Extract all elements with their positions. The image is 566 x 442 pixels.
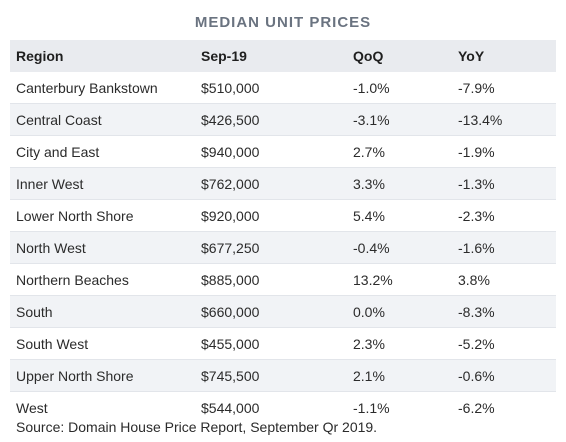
- cell-region: Northern Beaches: [10, 263, 201, 296]
- cell-yoy: -0.6%: [458, 359, 556, 392]
- cell-price: $544,000: [201, 399, 260, 416]
- table-row: Canterbury Bankstown $510,000 -1.0% -7.9…: [10, 72, 556, 104]
- cell-region: West: [16, 399, 48, 416]
- cell-price: $920,000: [201, 199, 353, 232]
- cell-region: South West: [10, 327, 201, 360]
- cell-yoy: 3.8%: [458, 263, 556, 296]
- table-header: Region Sep-19 QoQ YoY: [10, 40, 556, 72]
- cell-yoy: -13.4%: [458, 103, 556, 136]
- table-row: City and East $940,000 2.7% -1.9%: [10, 135, 556, 168]
- cell-qoq: 13.2%: [353, 263, 458, 296]
- median-unit-prices-table: Region Sep-19 QoQ YoY Canterbury Banksto…: [10, 40, 556, 423]
- table-row: Upper North Shore $745,500 2.1% -0.6%: [10, 359, 556, 392]
- cell-qoq: 0.0%: [353, 295, 458, 328]
- source-note: Source: Domain House Price Report, Septe…: [16, 419, 378, 435]
- table-row: West $544,000 -1.1% -6.2%: [10, 392, 556, 424]
- cell-yoy: -7.9%: [458, 72, 556, 104]
- cell-yoy: -1.9%: [458, 135, 556, 168]
- cell-yoy: -2.3%: [458, 199, 556, 232]
- cell-qoq: -1.0%: [353, 72, 458, 104]
- cell-qoq: -0.4%: [353, 231, 458, 264]
- cell-price: $455,000: [201, 327, 353, 360]
- column-header-yoy: YoY: [458, 48, 485, 64]
- table-row: Northern Beaches $885,000 13.2% 3.8%: [10, 263, 556, 296]
- cell-region: Upper North Shore: [10, 359, 201, 392]
- column-header-sep-19: Sep-19: [201, 48, 247, 64]
- table-row: South $660,000 0.0% -8.3%: [10, 295, 556, 328]
- cell-region: Inner West: [10, 167, 201, 200]
- cell-price: $677,250: [201, 231, 353, 264]
- cell-price: $510,000: [201, 72, 353, 104]
- cell-qoq: -1.1%: [353, 399, 390, 416]
- cell-qoq: 2.7%: [353, 135, 458, 168]
- table-row: Lower North Shore $920,000 5.4% -2.3%: [10, 199, 556, 232]
- column-header-region: Region: [16, 48, 64, 64]
- table-row: South West $455,000 2.3% -5.2%: [10, 327, 556, 360]
- cell-region: North West: [10, 231, 201, 264]
- table-row: Inner West $762,000 3.3% -1.3%: [10, 167, 556, 200]
- cell-price: $940,000: [201, 135, 353, 168]
- cell-qoq: -3.1%: [353, 103, 458, 136]
- table-body: Canterbury Bankstown $510,000 -1.0% -7.9…: [10, 72, 556, 423]
- column-header-qoq: QoQ: [353, 48, 384, 64]
- cell-price: $745,500: [201, 359, 353, 392]
- header-row: Region Sep-19 QoQ YoY: [10, 40, 556, 72]
- cell-price: $762,000: [201, 167, 353, 200]
- cell-region: South: [10, 295, 201, 328]
- cell-price: $885,000: [201, 263, 353, 296]
- cell-price: $426,500: [201, 103, 353, 136]
- cell-region: Central Coast: [10, 103, 201, 136]
- cell-qoq: 2.3%: [353, 327, 458, 360]
- cell-region: Lower North Shore: [10, 199, 201, 232]
- cell-yoy: -6.2%: [458, 399, 495, 416]
- cell-yoy: -5.2%: [458, 327, 556, 360]
- cell-yoy: -1.6%: [458, 231, 556, 264]
- cell-qoq: 3.3%: [353, 167, 458, 200]
- cell-qoq: 5.4%: [353, 199, 458, 232]
- cell-region: Canterbury Bankstown: [10, 72, 201, 104]
- cell-price: $660,000: [201, 295, 353, 328]
- table-row: Central Coast $426,500 -3.1% -13.4%: [10, 103, 556, 136]
- cell-yoy: -1.3%: [458, 167, 556, 200]
- cell-qoq: 2.1%: [353, 359, 458, 392]
- table-row: North West $677,250 -0.4% -1.6%: [10, 231, 556, 264]
- table-title: MEDIAN UNIT PRICES: [194, 14, 372, 31]
- cell-region: City and East: [10, 135, 201, 168]
- cell-yoy: -8.3%: [458, 295, 556, 328]
